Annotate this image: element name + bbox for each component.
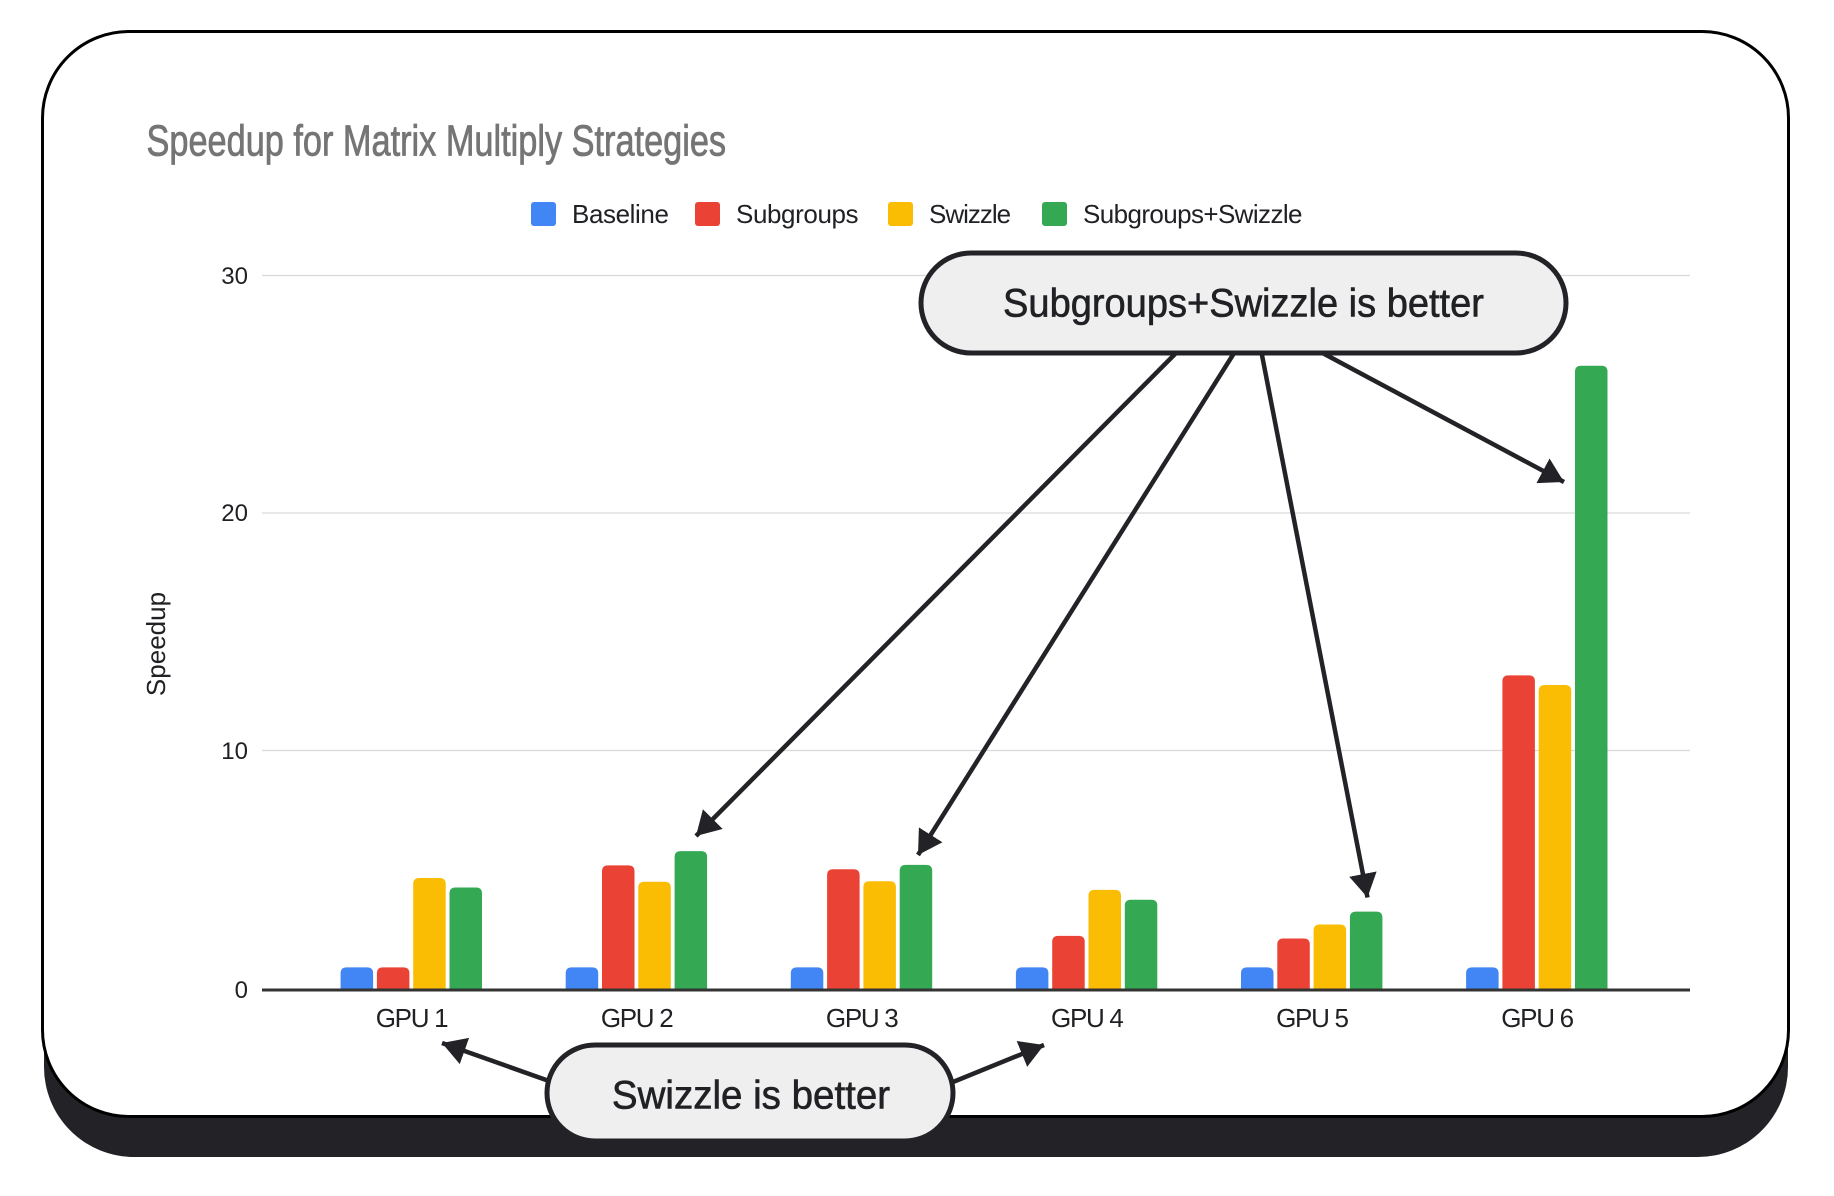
svg-text:10: 10 [221,738,248,765]
svg-text:Swizzle: Swizzle [929,199,1011,229]
svg-text:Swizzle is better: Swizzle is better [612,1074,890,1118]
svg-text:Speedup: Speedup [141,592,171,696]
svg-text:Subgroups: Subgroups [736,199,859,229]
svg-text:0: 0 [235,977,248,1004]
svg-text:GPU 2: GPU 2 [601,1003,673,1033]
svg-text:30: 30 [221,263,248,290]
svg-text:GPU 1: GPU 1 [376,1003,448,1033]
svg-text:20: 20 [221,500,248,527]
svg-text:GPU 4: GPU 4 [1051,1003,1123,1033]
svg-text:Subgroups+Swizzle: Subgroups+Swizzle [1083,199,1302,229]
svg-text:Speedup for Matrix Multiply St: Speedup for Matrix Multiply Strategies [147,116,727,165]
svg-text:GPU 5: GPU 5 [1276,1003,1348,1033]
svg-text:GPU 6: GPU 6 [1501,1003,1573,1033]
svg-text:Baseline: Baseline [572,199,669,229]
svg-text:GPU 3: GPU 3 [826,1003,898,1033]
svg-text:Subgroups+Swizzle is better: Subgroups+Swizzle is better [1003,282,1484,326]
